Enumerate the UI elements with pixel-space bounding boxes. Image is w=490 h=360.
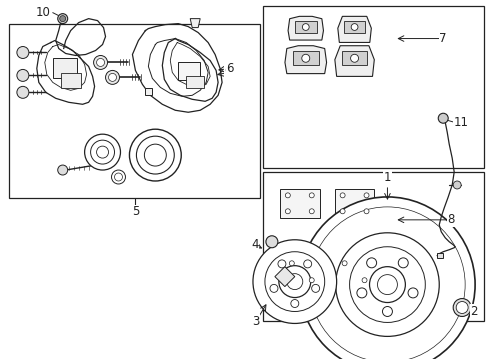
Polygon shape (275, 267, 295, 287)
Circle shape (309, 209, 314, 214)
Circle shape (112, 170, 125, 184)
Circle shape (364, 193, 369, 198)
Bar (263, 6, 484, 168)
Circle shape (289, 261, 294, 266)
Polygon shape (350, 274, 378, 293)
Circle shape (136, 136, 174, 174)
Polygon shape (298, 274, 326, 293)
Circle shape (270, 284, 278, 292)
Bar (294, 21, 317, 33)
Circle shape (105, 71, 120, 84)
Circle shape (17, 69, 29, 81)
Circle shape (58, 165, 68, 175)
Text: 2: 2 (470, 305, 478, 318)
Circle shape (287, 274, 303, 289)
Polygon shape (338, 16, 371, 42)
Polygon shape (437, 253, 443, 258)
Circle shape (279, 266, 311, 298)
Circle shape (362, 278, 367, 283)
Text: 4: 4 (251, 238, 259, 251)
Polygon shape (280, 189, 319, 218)
Circle shape (367, 258, 377, 268)
Circle shape (278, 260, 286, 268)
Polygon shape (335, 46, 374, 76)
Circle shape (336, 233, 439, 336)
Circle shape (453, 298, 471, 316)
Circle shape (456, 302, 468, 314)
Text: 11: 11 (454, 116, 468, 129)
Circle shape (312, 284, 319, 292)
Circle shape (115, 173, 122, 181)
Text: 8: 8 (447, 213, 455, 226)
Circle shape (285, 209, 290, 214)
Circle shape (309, 278, 314, 283)
Bar (263, 172, 484, 321)
Circle shape (302, 24, 309, 30)
Circle shape (129, 129, 181, 181)
Circle shape (349, 247, 425, 323)
Circle shape (97, 58, 104, 67)
Circle shape (302, 54, 310, 62)
Circle shape (17, 46, 29, 58)
Circle shape (58, 14, 68, 24)
Text: 10: 10 (35, 6, 50, 19)
Circle shape (304, 260, 312, 268)
Bar (186, 76, 204, 88)
Circle shape (97, 146, 108, 158)
Bar (342, 51, 367, 65)
Circle shape (364, 209, 369, 214)
Circle shape (310, 207, 465, 360)
Text: 1: 1 (384, 171, 391, 184)
Circle shape (369, 267, 405, 302)
Circle shape (350, 54, 359, 62)
Circle shape (309, 193, 314, 198)
Circle shape (340, 209, 345, 214)
Text: 6: 6 (226, 62, 234, 75)
Bar (178, 62, 200, 80)
Circle shape (291, 300, 299, 307)
Polygon shape (190, 19, 200, 28)
Circle shape (340, 193, 345, 198)
Polygon shape (335, 189, 374, 218)
Polygon shape (278, 257, 306, 276)
Bar (61, 73, 81, 88)
Circle shape (383, 306, 392, 316)
Bar (344, 21, 365, 33)
Bar (9, 24, 260, 198)
Circle shape (85, 134, 121, 170)
Circle shape (398, 258, 408, 268)
Text: 5: 5 (132, 205, 139, 219)
Circle shape (266, 236, 278, 248)
Circle shape (285, 193, 290, 198)
Circle shape (265, 252, 325, 311)
Circle shape (145, 144, 166, 166)
Text: 3: 3 (252, 315, 260, 328)
Circle shape (453, 181, 461, 189)
Circle shape (408, 288, 418, 298)
Circle shape (91, 140, 115, 164)
Polygon shape (288, 16, 323, 40)
Circle shape (60, 15, 66, 22)
Circle shape (253, 240, 337, 323)
Circle shape (351, 24, 358, 30)
Polygon shape (146, 88, 152, 95)
Circle shape (357, 288, 367, 298)
Text: 9: 9 (224, 66, 232, 79)
Bar (53, 58, 76, 78)
Circle shape (94, 55, 107, 69)
Circle shape (377, 275, 397, 294)
Polygon shape (331, 257, 359, 276)
Circle shape (342, 261, 347, 266)
Circle shape (438, 113, 448, 123)
Circle shape (17, 86, 29, 98)
Polygon shape (285, 46, 326, 73)
Text: 7: 7 (440, 32, 447, 45)
Circle shape (108, 73, 117, 81)
Circle shape (300, 197, 475, 360)
Bar (293, 51, 319, 65)
